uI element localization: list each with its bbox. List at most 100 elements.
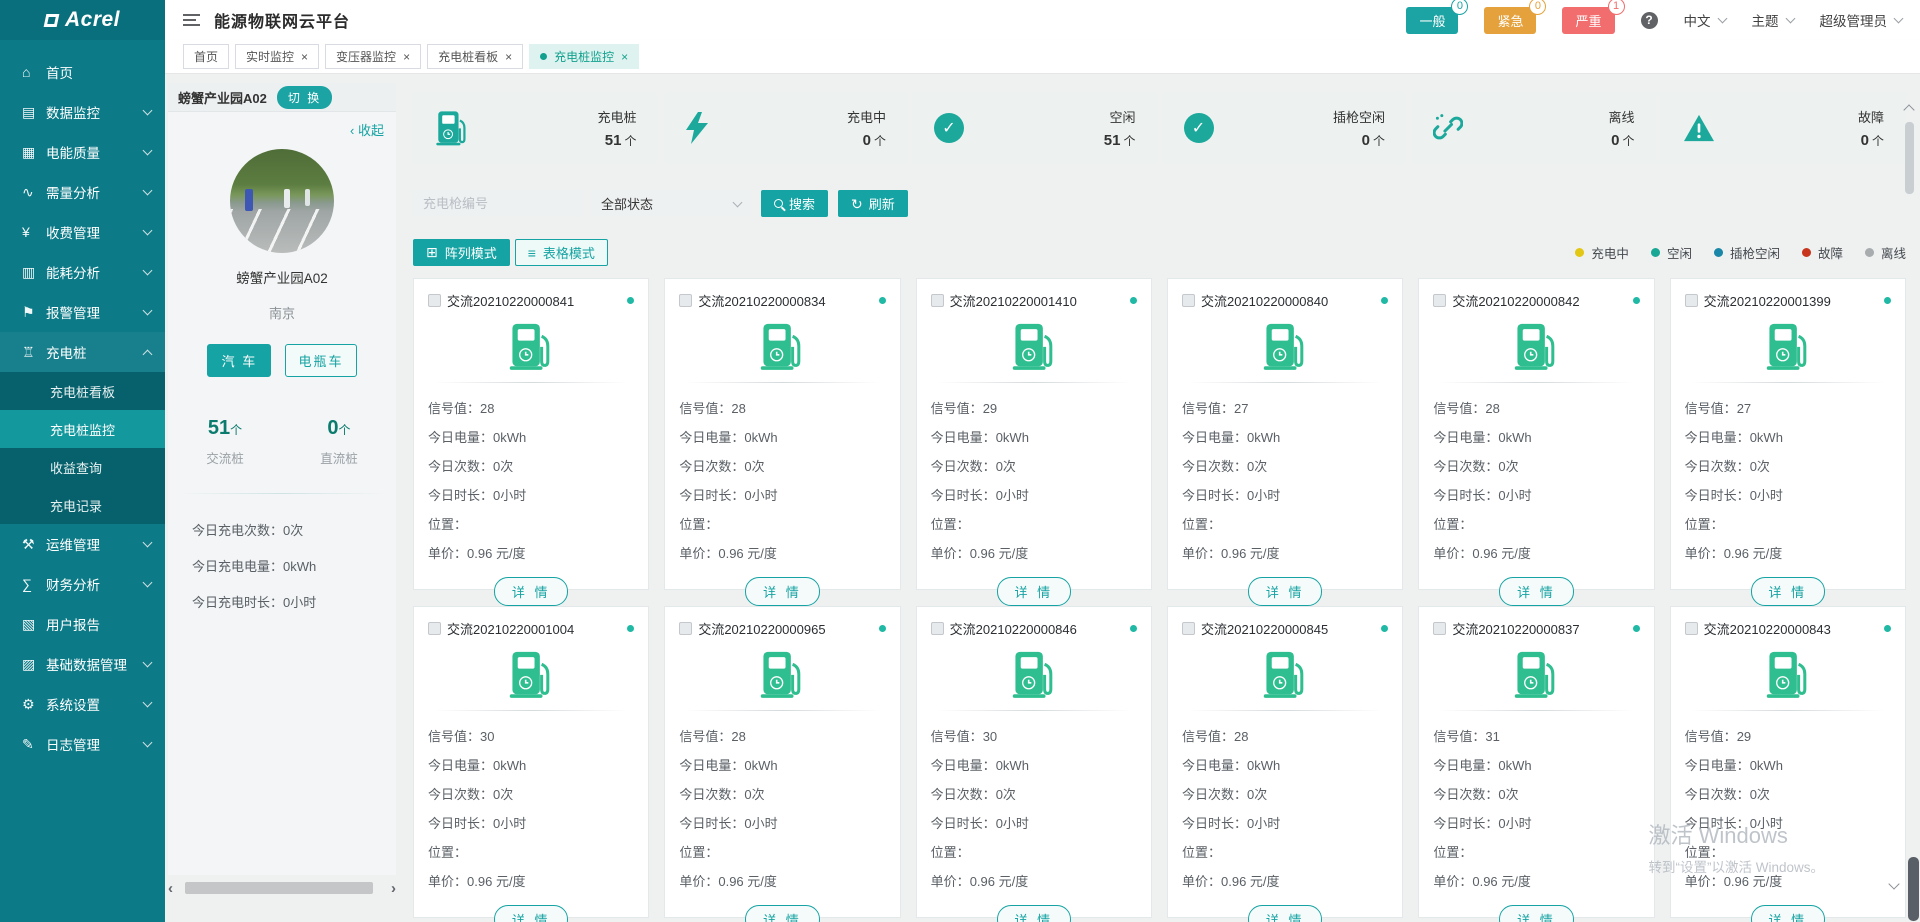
- detail-button[interactable]: 详 情: [493, 576, 569, 606]
- table-mode-button[interactable]: ≡ 表格模式: [514, 239, 608, 266]
- price-row: 单价：0.96 元/度: [428, 873, 526, 889]
- detail-button[interactable]: 详 情: [996, 576, 1072, 606]
- count-row: 今日次数：0次: [428, 786, 514, 802]
- detail-button[interactable]: 详 情: [1499, 576, 1574, 606]
- scroll-left-icon[interactable]: ‹: [168, 879, 173, 897]
- detail-button[interactable]: 详 情: [1750, 904, 1826, 922]
- sidebar-item[interactable]: ¥ 收费管理: [0, 212, 165, 252]
- energy-row: 今日电量：0kWh: [428, 429, 527, 445]
- refresh-button[interactable]: ↻ 刷新: [838, 190, 908, 217]
- tab-item[interactable]: 变压器监控 ×: [325, 44, 422, 69]
- collapse-panel-link[interactable]: ‹ 收起: [350, 123, 384, 138]
- user-report-icon: ▧: [22, 615, 36, 632]
- theme-select[interactable]: 主题: [1752, 10, 1795, 30]
- user-menu[interactable]: 超级管理员: [1820, 10, 1904, 30]
- tab-item[interactable]: 充电桩看板 ×: [427, 44, 524, 69]
- station-name: 螃蟹产业园A02: [178, 90, 267, 106]
- pile-checkbox[interactable]: [1433, 294, 1447, 307]
- switch-station-button[interactable]: 切 换: [276, 85, 333, 109]
- sidebar-item[interactable]: ⌂ 首页: [22, 64, 73, 81]
- pile-checkbox[interactable]: [1684, 622, 1698, 635]
- close-icon[interactable]: ×: [505, 49, 513, 64]
- sidebar-item[interactable]: ♖ 充电桩: [0, 332, 165, 372]
- detail-button[interactable]: 详 情: [745, 904, 820, 922]
- help-icon[interactable]: ?: [1640, 11, 1658, 29]
- search-button[interactable]: 搜索: [761, 190, 829, 217]
- pile-checkbox[interactable]: [679, 294, 693, 307]
- tab-item[interactable]: 实时监控 ×: [235, 44, 320, 69]
- close-icon[interactable]: ×: [301, 49, 309, 64]
- summary-card: ✓ 空闲 51 个: [912, 92, 1158, 164]
- pile-title: 交流20210220000841: [447, 294, 575, 309]
- sidebar-item[interactable]: ▤ 数据监控: [0, 92, 165, 132]
- detail-button[interactable]: 详 情: [1247, 576, 1323, 606]
- menu-collapse-icon[interactable]: [183, 11, 200, 29]
- sidebar-subitem[interactable]: 充电记录: [50, 498, 103, 514]
- sidebar-item[interactable]: ▥ 能耗分析: [0, 252, 165, 292]
- header-actions: 一般 0 紧急 0 严重 1 ? 中文 主题 超级管理员: [1406, 0, 1904, 34]
- sidebar-subitem[interactable]: 充电桩看板: [50, 384, 116, 400]
- scroll-right-icon[interactable]: ›: [391, 879, 396, 897]
- tab-active[interactable]: 充电桩监控 ×: [529, 44, 640, 69]
- horizontal-scrollbar: ‹ ›: [168, 878, 396, 898]
- detail-button[interactable]: 详 情: [1499, 904, 1574, 922]
- pile-checkbox[interactable]: [428, 294, 441, 307]
- pile-checkbox[interactable]: [930, 294, 944, 307]
- station-city: 南京: [268, 306, 295, 321]
- vehicle-tab-car[interactable]: 汽 车: [207, 344, 272, 377]
- detail-button[interactable]: 详 情: [493, 904, 569, 922]
- hscroll-thumb[interactable]: [185, 882, 373, 894]
- charging-pile-icon: [1515, 651, 1555, 698]
- sidebar-item[interactable]: ⚒ 运维管理: [0, 524, 165, 564]
- price-row: 单价：0.96 元/度: [428, 545, 526, 561]
- language-select[interactable]: 中文: [1684, 10, 1727, 30]
- close-icon[interactable]: ×: [403, 49, 411, 64]
- alarm-badge[interactable]: 一般 0: [1406, 0, 1469, 34]
- chevron-up-icon: [142, 349, 153, 359]
- price-row: 单价：0.96 元/度: [679, 873, 777, 889]
- close-icon[interactable]: ×: [621, 49, 629, 64]
- vscroll-thumb-bottom[interactable]: [1908, 857, 1919, 921]
- pile-checkbox[interactable]: [679, 622, 693, 635]
- chevron-down-icon: [142, 577, 153, 588]
- alarm-badge[interactable]: 紧急 0: [1484, 0, 1547, 34]
- vscroll-thumb[interactable]: [1905, 122, 1914, 194]
- count-row: 今日次数：0次: [1684, 786, 1770, 802]
- sidebar-subitem[interactable]: 充电桩监控: [0, 410, 165, 448]
- vehicle-tab-ebike[interactable]: 电瓶车: [285, 344, 357, 377]
- detail-button[interactable]: 详 情: [745, 576, 820, 606]
- pile-checkbox[interactable]: [1433, 622, 1447, 635]
- pile-checkbox[interactable]: [1181, 622, 1195, 635]
- sidebar-item[interactable]: ⚙ 系统设置: [0, 684, 165, 724]
- sidebar-item[interactable]: ✎ 日志管理: [0, 724, 165, 764]
- detail-button[interactable]: 详 情: [1247, 904, 1323, 922]
- chevron-down-icon: [142, 657, 153, 668]
- divider: [180, 493, 384, 494]
- pile-checkbox[interactable]: [1181, 294, 1195, 307]
- sidebar-item[interactable]: ∿ 需量分析: [0, 172, 165, 212]
- sidebar-subitem[interactable]: 收益查询: [50, 460, 103, 476]
- sidebar-item[interactable]: ∑ 财务分析: [0, 564, 165, 604]
- detail-button[interactable]: 详 情: [996, 904, 1072, 922]
- sidebar-item[interactable]: ▦ 电能质量: [0, 132, 165, 172]
- hscroll-track[interactable]: [177, 881, 387, 895]
- alarm-count-badge: 0: [1451, 0, 1469, 15]
- alarm-badge[interactable]: 严重 1: [1562, 0, 1625, 34]
- array-mode-button[interactable]: ⊞ 阵列模式: [413, 239, 510, 266]
- status-select[interactable]: 全部状态: [591, 190, 751, 217]
- pile-checkbox[interactable]: [428, 622, 441, 635]
- sidebar-item[interactable]: ▧ 用户报告: [22, 615, 100, 634]
- legend-dot-icon: [1650, 248, 1660, 257]
- pile-checkbox[interactable]: [930, 622, 944, 635]
- price-row: 单价：0.96 元/度: [1181, 545, 1280, 561]
- sidebar-item[interactable]: ⚑ 报警管理: [0, 292, 165, 332]
- detail-button[interactable]: 详 情: [1750, 576, 1826, 606]
- pile-checkbox[interactable]: [1684, 294, 1698, 307]
- tab-item[interactable]: 首页: [183, 44, 230, 69]
- today-stats: 今日充电次数：0次 今日充电电量：0kWh 今日充电时长：0小时: [192, 520, 396, 611]
- gun-number-input[interactable]: [413, 190, 583, 217]
- location-row: 位置：: [679, 844, 719, 860]
- sidebar-item[interactable]: ▨ 基础数据管理: [0, 644, 165, 684]
- pile-card: 交流20210220000834 信号值：28 今日电量：0kWh 今日次数：0…: [664, 278, 901, 606]
- station-panel: 螃蟹产业园A02 切 换 ‹ 收起 螃蟹产业园A02 南京 汽 车 电瓶车: [168, 83, 396, 875]
